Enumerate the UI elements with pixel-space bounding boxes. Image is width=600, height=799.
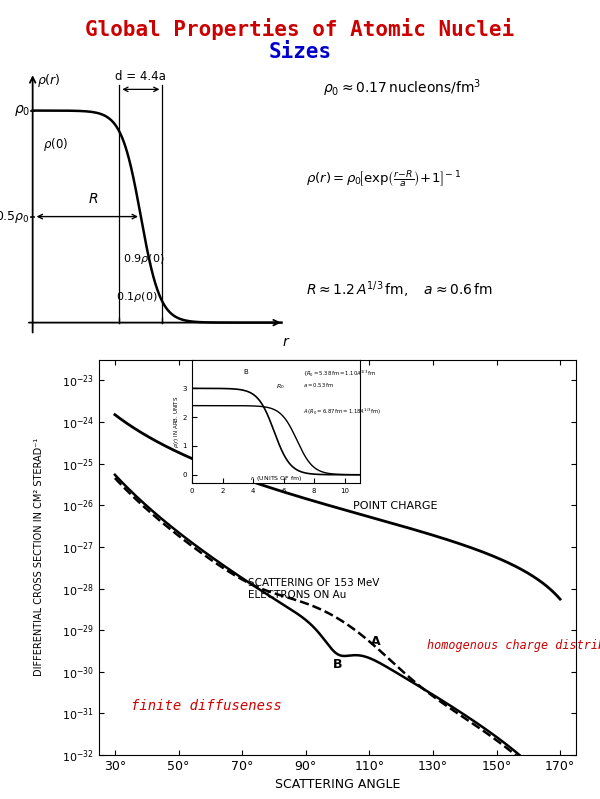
Text: $\rho(r) = \rho_0\!\left[\exp\!\left(\frac{r\!-\!R}{a}\right)\!+\!1\right]^{\!-1: $\rho(r) = \rho_0\!\left[\exp\!\left(\fr… <box>306 169 461 189</box>
Text: $0.5\rho_0$: $0.5\rho_0$ <box>0 209 30 225</box>
Text: $R$: $R$ <box>88 192 98 206</box>
Text: SCATTERING OF 153 MeV
ELECTRONS ON Au: SCATTERING OF 153 MeV ELECTRONS ON Au <box>248 578 380 600</box>
Text: d = 4.4a: d = 4.4a <box>115 70 166 83</box>
Text: $0.1\rho(0)$: $0.1\rho(0)$ <box>116 290 158 304</box>
Text: $r$  (UNITS OF fm): $r$ (UNITS OF fm) <box>250 474 302 483</box>
Text: $\rho(0)$: $\rho(0)$ <box>43 136 68 153</box>
Text: $\{R_0 = 5.38\,\mathrm{fm} = 1.10A^{1/3}\,\mathrm{fm}$: $\{R_0 = 5.38\,\mathrm{fm} = 1.10A^{1/3}… <box>304 369 377 379</box>
Text: $r$: $r$ <box>281 336 290 349</box>
Text: $R \approx 1.2\,A^{1/3}\,\mathrm{fm},\quad a \approx 0.6\,\mathrm{fm}$: $R \approx 1.2\,A^{1/3}\,\mathrm{fm},\qu… <box>306 279 493 300</box>
Text: A: A <box>371 634 380 648</box>
Y-axis label: DIFFERENTIAL CROSS SECTION IN CM² STERAD⁻¹: DIFFERENTIAL CROSS SECTION IN CM² STERAD… <box>34 438 44 677</box>
Text: $a = 0.53\,\mathrm{fm}$: $a = 0.53\,\mathrm{fm}$ <box>304 381 334 389</box>
Text: homogenous charge distribution: homogenous charge distribution <box>427 639 600 652</box>
Text: B: B <box>243 369 248 375</box>
Text: $\rho_0 \approx 0.17\,\mathrm{nucleons/fm}^3$: $\rho_0 \approx 0.17\,\mathrm{nucleons/f… <box>323 78 481 99</box>
Text: finite diffuseness: finite diffuseness <box>131 699 281 714</box>
Text: Global Properties of Atomic Nuclei: Global Properties of Atomic Nuclei <box>85 18 515 40</box>
Text: Sizes: Sizes <box>268 42 332 62</box>
Text: $A\,(R_0 = 6.87\,\mathrm{fm} = 1.18A^{1/3}\,\mathrm{fm})$: $A\,(R_0 = 6.87\,\mathrm{fm} = 1.18A^{1/… <box>304 406 382 416</box>
Text: $R_0$: $R_0$ <box>276 383 285 392</box>
Y-axis label: $\rho(r)$ IN ARB. UNITS: $\rho(r)$ IN ARB. UNITS <box>172 396 181 447</box>
Text: B: B <box>333 658 342 671</box>
Text: $\rho_0$: $\rho_0$ <box>14 103 30 118</box>
Text: POINT CHARGE: POINT CHARGE <box>353 501 438 511</box>
Text: $0.9\rho(0)$: $0.9\rho(0)$ <box>123 252 164 266</box>
X-axis label: SCATTERING ANGLE: SCATTERING ANGLE <box>275 778 400 792</box>
Text: $\rho(r)$: $\rho(r)$ <box>37 73 61 89</box>
